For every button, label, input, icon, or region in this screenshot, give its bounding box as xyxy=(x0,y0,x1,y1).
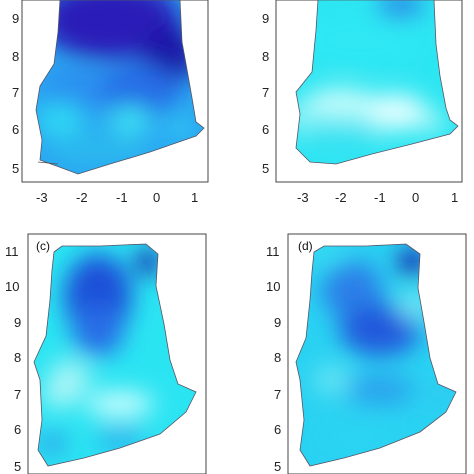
panel-d-y-ticks: 5 6 7 8 9 10 11 xyxy=(266,244,281,474)
panel-d: (d) 5 6 7 8 9 10 11 xyxy=(266,233,467,474)
panel-c-map xyxy=(34,244,196,466)
panel-a-x-ticks: -3 -2 -1 0 1 xyxy=(36,190,198,205)
panel-b-x-ticks: -3 -2 -1 0 1 xyxy=(297,190,458,205)
y-tick: 5 xyxy=(12,161,19,176)
panel-a: 5 6 7 8 9 -3 -2 -1 0 1 xyxy=(12,0,209,205)
panel-a-frame xyxy=(21,0,209,183)
y-tick: 5 xyxy=(14,459,21,474)
y-tick: 7 xyxy=(274,387,281,402)
y-tick: 5 xyxy=(262,161,269,176)
x-tick: 0 xyxy=(153,190,160,205)
y-tick: 9 xyxy=(12,11,19,26)
x-tick: 0 xyxy=(412,190,419,205)
x-tick: -3 xyxy=(297,190,309,205)
panel-b-frame xyxy=(275,0,463,183)
x-tick: -2 xyxy=(335,190,347,205)
y-tick: 5 xyxy=(274,459,281,474)
y-tick: 9 xyxy=(262,11,269,26)
y-tick: 11 xyxy=(5,244,19,259)
panel-b-y-ticks: 5 6 7 8 9 xyxy=(262,11,269,176)
panel-c: (c) 5 6 7 8 9 10 11 xyxy=(5,233,207,474)
y-tick: 8 xyxy=(12,49,19,64)
y-tick: 8 xyxy=(262,49,269,64)
x-tick: -3 xyxy=(36,190,48,205)
y-tick: 9 xyxy=(274,315,281,330)
y-tick: 11 xyxy=(266,244,280,259)
y-tick: 6 xyxy=(12,122,19,137)
panel-a-map xyxy=(36,0,204,174)
y-tick: 8 xyxy=(274,350,281,365)
y-tick: 7 xyxy=(12,85,19,100)
panel-c-label: (c) xyxy=(36,239,50,253)
panel-d-label: (d) xyxy=(298,239,313,253)
panel-b: 5 6 7 8 9 -3 -2 -1 0 1 xyxy=(262,0,463,205)
y-tick: 10 xyxy=(5,279,19,294)
y-tick: 10 xyxy=(266,279,280,294)
y-tick: 8 xyxy=(14,350,21,365)
x-tick: 1 xyxy=(451,190,458,205)
x-tick: 1 xyxy=(191,190,198,205)
panel-d-frame xyxy=(287,233,467,474)
panel-c-y-ticks: 5 6 7 8 9 10 11 xyxy=(5,244,21,474)
y-tick: 7 xyxy=(14,387,21,402)
y-tick: 9 xyxy=(14,315,21,330)
y-tick: 6 xyxy=(274,422,281,437)
x-tick: -2 xyxy=(76,190,88,205)
x-tick: -1 xyxy=(374,190,386,205)
y-tick: 7 xyxy=(262,85,269,100)
y-tick: 6 xyxy=(14,422,21,437)
panel-c-frame xyxy=(27,233,207,474)
panel-a-y-ticks: 5 6 7 8 9 xyxy=(12,11,19,176)
panel-d-map xyxy=(296,244,456,466)
x-tick: -1 xyxy=(116,190,128,205)
panel-b-map xyxy=(296,0,458,164)
y-tick: 6 xyxy=(262,122,269,137)
